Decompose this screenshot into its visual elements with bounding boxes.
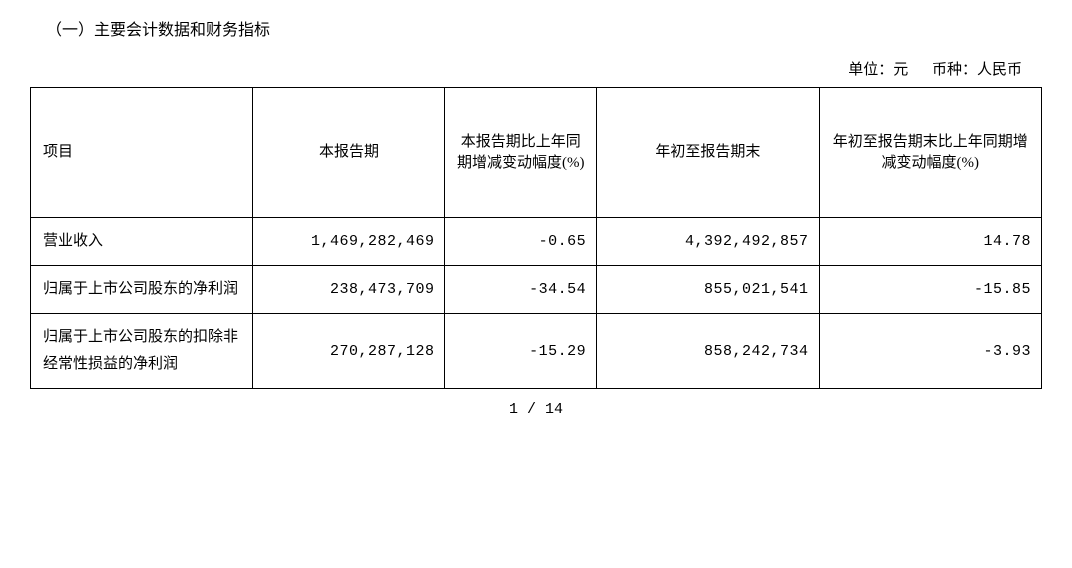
financial-table: 项目 本报告期 本报告期比上年同期增减变动幅度(%) 年初至报告期末 年初至报告… bbox=[30, 87, 1042, 389]
cell-value: -15.29 bbox=[445, 314, 597, 389]
page-number: 1 / 14 bbox=[30, 399, 1042, 420]
cell-value: 855,021,541 bbox=[597, 266, 819, 314]
col-header-current: 本报告期 bbox=[253, 88, 445, 218]
cell-value: -0.65 bbox=[445, 218, 597, 266]
currency-label: 币种：人民币 bbox=[932, 62, 1022, 78]
col-header-current-change: 本报告期比上年同期增减变动幅度(%) bbox=[445, 88, 597, 218]
row-label: 营业收入 bbox=[31, 218, 253, 266]
section-heading: （一）主要会计数据和财务指标 bbox=[30, 20, 1042, 42]
table-header-row: 项目 本报告期 本报告期比上年同期增减变动幅度(%) 年初至报告期末 年初至报告… bbox=[31, 88, 1042, 218]
cell-value: -15.85 bbox=[819, 266, 1041, 314]
cell-value: 858,242,734 bbox=[597, 314, 819, 389]
table-row: 营业收入 1,469,282,469 -0.65 4,392,492,857 1… bbox=[31, 218, 1042, 266]
unit-label: 单位：元 bbox=[848, 62, 908, 78]
cell-value: 4,392,492,857 bbox=[597, 218, 819, 266]
cell-value: 270,287,128 bbox=[253, 314, 445, 389]
row-label: 归属于上市公司股东的净利润 bbox=[31, 266, 253, 314]
col-header-item: 项目 bbox=[31, 88, 253, 218]
cell-value: -3.93 bbox=[819, 314, 1041, 389]
unit-currency-line: 单位：元 币种：人民币 bbox=[30, 60, 1042, 81]
col-header-ytd: 年初至报告期末 bbox=[597, 88, 819, 218]
row-label: 归属于上市公司股东的扣除非经常性损益的净利润 bbox=[31, 314, 253, 389]
col-header-ytd-change: 年初至报告期末比上年同期增减变动幅度(%) bbox=[819, 88, 1041, 218]
table-row: 归属于上市公司股东的净利润 238,473,709 -34.54 855,021… bbox=[31, 266, 1042, 314]
cell-value: 1,469,282,469 bbox=[253, 218, 445, 266]
cell-value: 238,473,709 bbox=[253, 266, 445, 314]
table-row: 归属于上市公司股东的扣除非经常性损益的净利润 270,287,128 -15.2… bbox=[31, 314, 1042, 389]
cell-value: 14.78 bbox=[819, 218, 1041, 266]
cell-value: -34.54 bbox=[445, 266, 597, 314]
